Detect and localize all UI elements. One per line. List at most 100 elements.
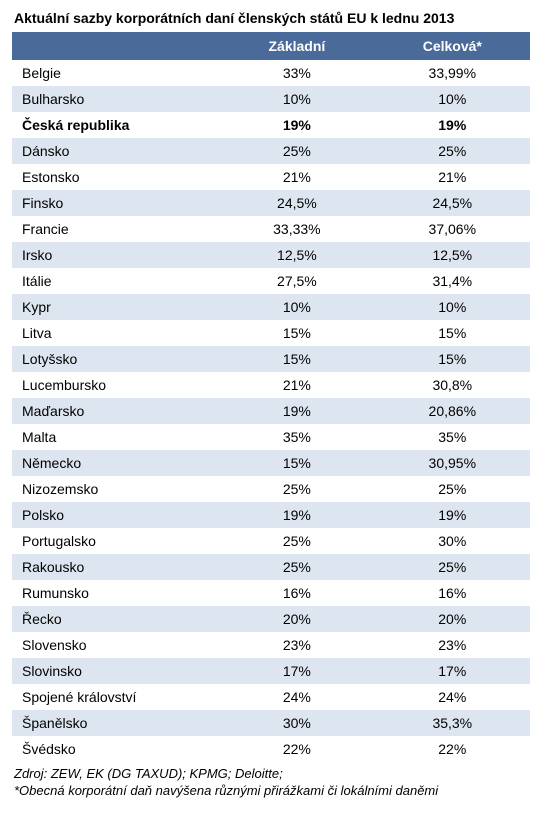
cell-country: Portugalsko [12, 528, 219, 554]
cell-base: 27,5% [219, 268, 374, 294]
cell-country: Maďarsko [12, 398, 219, 424]
cell-total: 35,3% [375, 710, 530, 736]
table-row: Německo15%30,95% [12, 450, 530, 476]
table-row: Polsko19%19% [12, 502, 530, 528]
cell-base: 19% [219, 112, 374, 138]
table-row: Itálie27,5%31,4% [12, 268, 530, 294]
table-row: Dánsko25%25% [12, 138, 530, 164]
cell-base: 24% [219, 684, 374, 710]
cell-country: Spojené království [12, 684, 219, 710]
cell-total: 22% [375, 736, 530, 762]
cell-total: 17% [375, 658, 530, 684]
footer-line-1: Zdroj: ZEW, EK (DG TAXUD); KPMG; Deloitt… [14, 766, 528, 783]
table-row: Slovinsko17%17% [12, 658, 530, 684]
cell-base: 22% [219, 736, 374, 762]
table-row: Spojené království24%24% [12, 684, 530, 710]
cell-country: Francie [12, 216, 219, 242]
cell-total: 10% [375, 294, 530, 320]
cell-total: 15% [375, 346, 530, 372]
table-row: Lucembursko21%30,8% [12, 372, 530, 398]
cell-country: Rakousko [12, 554, 219, 580]
cell-base: 19% [219, 398, 374, 424]
table-row: Rumunsko16%16% [12, 580, 530, 606]
cell-total: 35% [375, 424, 530, 450]
table-row: Slovensko23%23% [12, 632, 530, 658]
cell-total: 30% [375, 528, 530, 554]
cell-base: 25% [219, 476, 374, 502]
cell-country: Slovensko [12, 632, 219, 658]
cell-country: Švédsko [12, 736, 219, 762]
cell-total: 37,06% [375, 216, 530, 242]
cell-total: 24,5% [375, 190, 530, 216]
cell-total: 31,4% [375, 268, 530, 294]
table-row: Rakousko25%25% [12, 554, 530, 580]
cell-total: 16% [375, 580, 530, 606]
cell-country: Nizozemsko [12, 476, 219, 502]
cell-country: Itálie [12, 268, 219, 294]
page-title: Aktuální sazby korporátních daní členský… [14, 10, 530, 26]
cell-base: 25% [219, 528, 374, 554]
cell-total: 19% [375, 112, 530, 138]
cell-base: 25% [219, 554, 374, 580]
cell-base: 24,5% [219, 190, 374, 216]
table-body: Belgie33%33,99%Bulharsko10%10%Česká repu… [12, 60, 530, 762]
cell-country: Řecko [12, 606, 219, 632]
cell-total: 10% [375, 86, 530, 112]
cell-country: Litva [12, 320, 219, 346]
cell-total: 20% [375, 606, 530, 632]
cell-country: Estonsko [12, 164, 219, 190]
table-header-row: Základní Celková* [12, 32, 530, 60]
cell-base: 15% [219, 450, 374, 476]
cell-base: 12,5% [219, 242, 374, 268]
table-row: Kypr10%10% [12, 294, 530, 320]
table-row: Francie33,33%37,06% [12, 216, 530, 242]
cell-total: 25% [375, 554, 530, 580]
table-row: Švédsko22%22% [12, 736, 530, 762]
cell-total: 33,99% [375, 60, 530, 86]
cell-base: 23% [219, 632, 374, 658]
table-row: Lotyšsko15%15% [12, 346, 530, 372]
cell-country: Dánsko [12, 138, 219, 164]
cell-country: Lucembursko [12, 372, 219, 398]
cell-base: 21% [219, 372, 374, 398]
table-row: Irsko12,5%12,5% [12, 242, 530, 268]
cell-country: Lotyšsko [12, 346, 219, 372]
table-row: Španělsko30%35,3% [12, 710, 530, 736]
table-row: Portugalsko25%30% [12, 528, 530, 554]
table-row: Nizozemsko25%25% [12, 476, 530, 502]
cell-country: Německo [12, 450, 219, 476]
cell-total: 12,5% [375, 242, 530, 268]
cell-country: Belgie [12, 60, 219, 86]
cell-country: Polsko [12, 502, 219, 528]
cell-total: 15% [375, 320, 530, 346]
cell-country: Španělsko [12, 710, 219, 736]
cell-total: 20,86% [375, 398, 530, 424]
cell-country: Kypr [12, 294, 219, 320]
cell-base: 19% [219, 502, 374, 528]
cell-base: 16% [219, 580, 374, 606]
cell-base: 20% [219, 606, 374, 632]
table-row: Maďarsko19%20,86% [12, 398, 530, 424]
cell-total: 30,8% [375, 372, 530, 398]
cell-base: 17% [219, 658, 374, 684]
cell-country: Rumunsko [12, 580, 219, 606]
cell-base: 25% [219, 138, 374, 164]
cell-base: 15% [219, 346, 374, 372]
cell-country: Bulharsko [12, 86, 219, 112]
cell-total: 21% [375, 164, 530, 190]
cell-country: Malta [12, 424, 219, 450]
table-row: Malta35%35% [12, 424, 530, 450]
cell-country: Irsko [12, 242, 219, 268]
header-country [12, 32, 219, 60]
cell-country: Slovinsko [12, 658, 219, 684]
table-row: Česká republika19%19% [12, 112, 530, 138]
cell-base: 10% [219, 86, 374, 112]
footer-line-2: *Obecná korporátní daň navýšena různými … [14, 783, 528, 800]
cell-base: 33,33% [219, 216, 374, 242]
header-total: Celková* [375, 32, 530, 60]
cell-total: 25% [375, 138, 530, 164]
cell-base: 10% [219, 294, 374, 320]
cell-total: 23% [375, 632, 530, 658]
cell-total: 30,95% [375, 450, 530, 476]
table-row: Litva15%15% [12, 320, 530, 346]
